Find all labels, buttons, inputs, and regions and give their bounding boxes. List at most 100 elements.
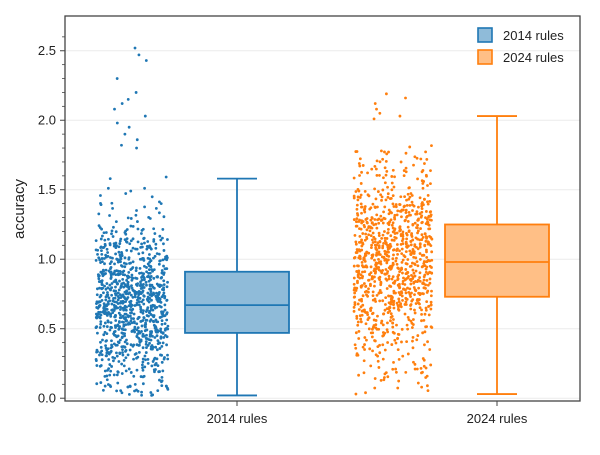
data-point [421,186,425,190]
data-point [143,114,147,118]
data-point [127,304,131,308]
data-point [153,356,157,360]
data-point [152,286,156,290]
data-point [426,389,430,393]
data-point [374,300,378,303]
data-point [394,203,398,206]
data-point [97,256,101,260]
data-point [409,243,413,247]
data-point [428,348,432,351]
data-point [377,231,381,235]
data-point [370,243,374,247]
data-point [99,322,103,326]
data-point [423,198,426,201]
data-point [426,384,429,388]
data-point [373,258,376,262]
data-point [112,373,116,377]
data-point [409,304,412,307]
data-point [153,336,157,339]
data-point [162,215,166,219]
data-point [130,284,133,288]
data-point [430,258,434,262]
data-point [370,221,374,225]
data-point [384,268,388,271]
data-point [120,143,123,147]
data-point [101,268,105,272]
data-point [366,313,370,316]
data-point [354,251,358,254]
data-point [147,245,151,249]
data-point [105,325,109,328]
data-point [424,308,428,312]
data-point [125,319,129,322]
data-point [404,296,408,300]
data-point [401,279,405,283]
data-point [406,327,410,331]
data-point [126,285,129,289]
data-point [123,332,126,336]
data-point [365,250,369,254]
data-point [391,168,395,172]
data-point [136,282,140,286]
data-point [111,272,115,276]
data-point [399,242,403,246]
data-point [156,300,160,303]
data-point [404,291,408,295]
data-point [165,285,169,289]
data-point [154,242,158,246]
data-point [384,296,388,299]
data-point [162,242,165,246]
data-point [137,290,141,293]
data-point [123,304,127,308]
data-point [105,247,109,251]
data-point [405,245,408,249]
data-point [357,373,360,377]
data-point [116,291,120,295]
data-point [131,295,135,299]
data-point [109,271,113,275]
data-point [365,228,369,232]
data-point [130,329,134,333]
data-point [113,300,116,304]
data-point [360,238,363,242]
data-point [371,241,375,244]
data-point [402,276,405,280]
data-point [417,286,421,290]
data-point [352,282,356,286]
data-point [357,330,361,333]
data-point [152,227,156,231]
data-point [116,295,120,298]
data-point [380,237,384,240]
data-point [355,270,359,273]
data-point [407,229,411,233]
data-point [378,240,382,243]
data-point [158,234,162,238]
data-point [161,331,165,335]
data-point [153,232,157,235]
data-point [136,240,140,244]
data-point [382,312,385,316]
data-point [95,287,99,291]
data-point [415,367,419,371]
data-point [161,227,165,231]
data-point [117,311,121,315]
data-point [391,281,395,285]
data-point [134,213,138,217]
data-point [106,251,109,254]
data-point [354,150,358,153]
data-point [156,339,160,343]
data-point [116,324,119,328]
data-point [137,350,141,354]
data-point [104,346,108,350]
data-point [115,373,119,377]
data-point [116,334,120,338]
data-point [136,317,140,321]
data-point [370,256,374,260]
data-point [146,275,150,278]
data-point [412,318,415,321]
data-point [152,320,156,324]
data-point [126,216,130,220]
data-point [352,276,356,280]
data-point [114,273,118,277]
data-point [115,354,119,358]
